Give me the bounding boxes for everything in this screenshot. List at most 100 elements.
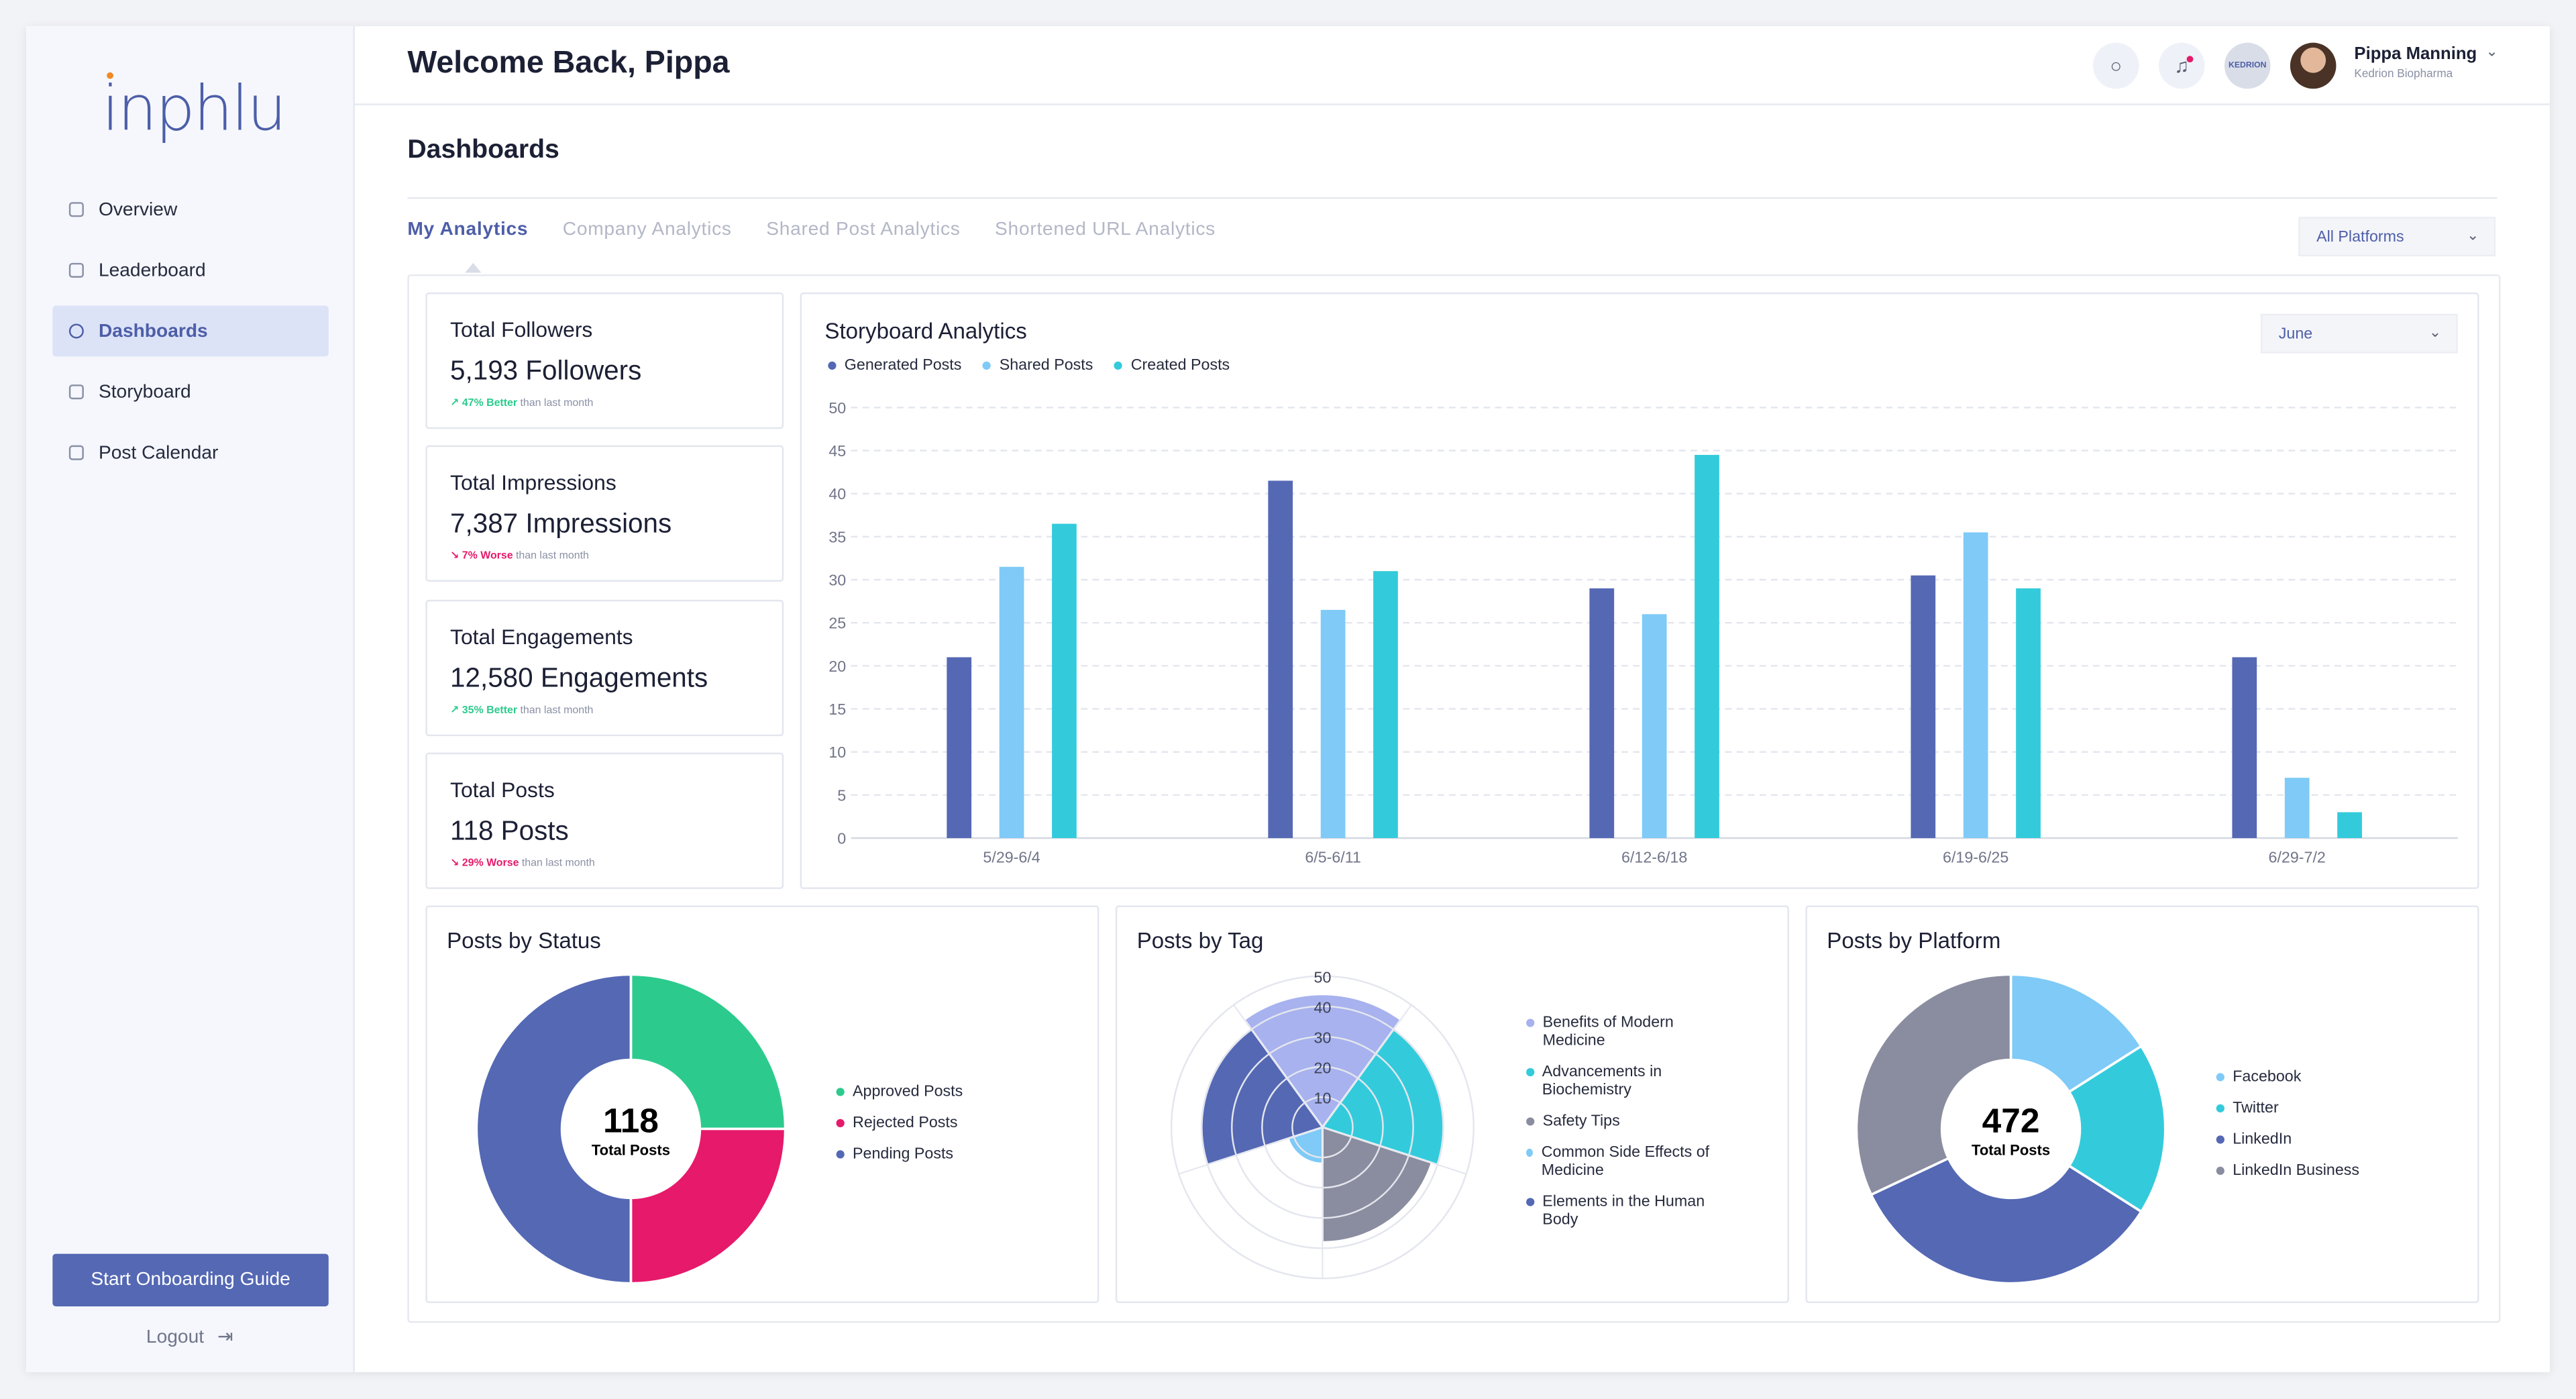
bar bbox=[947, 657, 972, 838]
y-tick-label: 35 bbox=[828, 528, 846, 546]
tab-my-analytics[interactable]: My Analytics bbox=[407, 220, 529, 240]
sidebar-item-label: Dashboards bbox=[98, 321, 208, 342]
company-logo[interactable]: KEDRION bbox=[2224, 42, 2271, 89]
search-button[interactable]: ○ bbox=[2093, 42, 2139, 89]
legend-item[interactable]: Pending Posts bbox=[836, 1145, 963, 1163]
chevron-down-icon: ⌄ bbox=[2428, 323, 2442, 340]
user-name[interactable]: Pippa Manning bbox=[2354, 44, 2477, 64]
legend-label: Common Side Effects of Medicine bbox=[1541, 1143, 1710, 1180]
delta-suffix: than last month bbox=[517, 397, 594, 409]
legend-label: Safety Tips bbox=[1542, 1112, 1620, 1131]
y-tick-label: 10 bbox=[828, 743, 846, 761]
x-tick-label: 6/12-6/18 bbox=[1621, 849, 1687, 866]
legend-label: Benefits of Modern Medicine bbox=[1542, 1014, 1674, 1050]
delta-indicator: ↘ 29% Worse bbox=[450, 858, 519, 870]
legend-item[interactable]: Advancements in Biochemistry bbox=[1526, 1064, 1739, 1099]
top-bar: Welcome Back, Pippa ○ ♫ KEDRION Pippa Ma… bbox=[354, 26, 2550, 105]
radial-tick-label: 40 bbox=[1314, 999, 1332, 1017]
divider bbox=[407, 197, 2498, 199]
card-title: Posts by Platform bbox=[1827, 928, 2001, 953]
logout-link[interactable]: Logout ⇥ bbox=[26, 1325, 353, 1347]
bar bbox=[1642, 614, 1667, 838]
bar bbox=[1268, 480, 1293, 838]
donut-slice bbox=[629, 973, 787, 1131]
trophy-icon bbox=[68, 262, 84, 278]
welcome-heading: Welcome Back, Pippa bbox=[407, 46, 730, 81]
polar-segment bbox=[1242, 993, 1403, 1129]
legend-item[interactable]: LinkedIn Business bbox=[2216, 1161, 2359, 1180]
status-legend: Approved Posts Rejected Posts Pending Po… bbox=[836, 1083, 963, 1177]
y-tick-label: 40 bbox=[828, 485, 846, 503]
sidebar-item-post-calendar[interactable]: Post Calendar bbox=[52, 427, 328, 478]
stat-title: Total Followers bbox=[450, 317, 593, 342]
radial-tick-label: 20 bbox=[1314, 1059, 1332, 1077]
donut-slice bbox=[1855, 973, 2012, 1196]
logout-label: Logout bbox=[146, 1327, 205, 1348]
tab-shortened-url-analytics[interactable]: Shortened URL Analytics bbox=[995, 220, 1216, 240]
legend-label: Elements in the Human Body bbox=[1542, 1192, 1705, 1229]
avatar[interactable] bbox=[2290, 42, 2337, 89]
logo-dot bbox=[107, 72, 113, 79]
legend-item[interactable]: Elements in the Human Body bbox=[1526, 1193, 1739, 1229]
platform-filter-value: All Platforms bbox=[2316, 227, 2404, 246]
legend-label: Facebook bbox=[2233, 1068, 2302, 1086]
posts-by-platform-card: Posts by Platform 472 Total Posts Faceboo… bbox=[1805, 905, 2479, 1304]
document-icon bbox=[68, 384, 84, 400]
legend-item[interactable]: Benefits of Modern Medicine bbox=[1526, 1014, 1739, 1050]
legend-swatch bbox=[836, 1150, 845, 1159]
month-select[interactable]: June ⌄ bbox=[2260, 313, 2458, 354]
legend-item[interactable]: Rejected Posts bbox=[836, 1114, 963, 1132]
tag-legend: Benefits of Modern Medicine Advancements… bbox=[1526, 1014, 1739, 1242]
tab-shared-post-analytics[interactable]: Shared Post Analytics bbox=[766, 220, 961, 240]
legend-item[interactable]: Approved Posts bbox=[836, 1083, 963, 1101]
legend-swatch bbox=[828, 361, 837, 370]
radial-axis bbox=[1178, 1127, 1323, 1175]
y-tick-label: 30 bbox=[828, 572, 846, 589]
card-title: Posts by Tag bbox=[1136, 928, 1264, 953]
radial-axis bbox=[1233, 1004, 1324, 1128]
stat-card-posts: Total Posts 118 Posts ↘ 29% Worse than l… bbox=[425, 752, 784, 889]
legend-item[interactable]: Facebook bbox=[2216, 1068, 2359, 1086]
status-donut-chart: 118 Total Posts bbox=[475, 973, 787, 1285]
brand-logo[interactable]: inphlu bbox=[101, 72, 287, 145]
chevron-down-icon[interactable]: ⌄ bbox=[2485, 42, 2498, 60]
posts-by-tag-card: Posts by Tag 10 20 30 40 50 Benefits of Mode… bbox=[1115, 905, 1789, 1304]
legend-item[interactable]: Safety Tips bbox=[1526, 1112, 1739, 1131]
sidebar-item-storyboard[interactable]: Storyboard bbox=[52, 366, 328, 417]
stat-card-impressions: Total Impressions 7,387 Impressions ↘ 7%… bbox=[425, 445, 784, 582]
tab-company-analytics[interactable]: Company Analytics bbox=[562, 220, 732, 240]
legend-item[interactable]: Twitter bbox=[2216, 1099, 2359, 1117]
sidebar-item-dashboards[interactable]: Dashboards bbox=[52, 305, 329, 357]
start-onboarding-button[interactable]: Start Onboarding Guide bbox=[52, 1253, 329, 1306]
sidebar-item-leaderboard[interactable]: Leaderboard bbox=[52, 245, 328, 296]
legend-item[interactable]: LinkedIn bbox=[2216, 1131, 2359, 1149]
sidebar-item-overview[interactable]: Overview bbox=[52, 184, 328, 235]
notifications-button[interactable]: ♫ bbox=[2158, 42, 2205, 89]
legend-label: Pending Posts bbox=[853, 1145, 954, 1163]
legend-swatch bbox=[2216, 1073, 2224, 1082]
legend-swatch bbox=[1526, 1019, 1535, 1027]
platform-filter-select[interactable]: All Platforms ⌄ bbox=[2298, 217, 2496, 257]
card-title: Posts by Status bbox=[447, 928, 601, 953]
y-tick-label: 20 bbox=[828, 658, 846, 675]
legend-item[interactable]: Created Posts bbox=[1114, 356, 1230, 374]
chart-title: Storyboard Analytics bbox=[824, 319, 1027, 344]
sidebar-item-label: Storyboard bbox=[98, 382, 191, 402]
bar bbox=[1911, 575, 1936, 838]
stat-value: 7,387 Impressions bbox=[450, 509, 672, 539]
legend-label: Generated Posts bbox=[844, 356, 962, 375]
analytics-tabs: My Analytics Company Analytics Shared Po… bbox=[407, 220, 1250, 240]
radial-tick-label: 30 bbox=[1314, 1029, 1332, 1047]
legend-item[interactable]: Generated Posts bbox=[828, 356, 961, 374]
y-tick-label: 5 bbox=[837, 786, 846, 804]
tag-polar-chart: 10 20 30 40 50 bbox=[1170, 969, 1474, 1280]
y-tick-label: 0 bbox=[837, 830, 846, 847]
donut-slice bbox=[475, 973, 633, 1285]
legend-item[interactable]: Common Side Effects of Medicine bbox=[1526, 1144, 1739, 1180]
legend-item[interactable]: Shared Posts bbox=[983, 356, 1093, 374]
delta-suffix: than last month bbox=[517, 705, 594, 717]
bell-icon: ♫ bbox=[2174, 54, 2190, 78]
delta-indicator: ↗ 35% Better bbox=[450, 705, 518, 717]
posts-by-status-card: Posts by Status 118 Total Posts Approved … bbox=[425, 905, 1099, 1304]
logout-icon: ⇥ bbox=[217, 1327, 233, 1348]
